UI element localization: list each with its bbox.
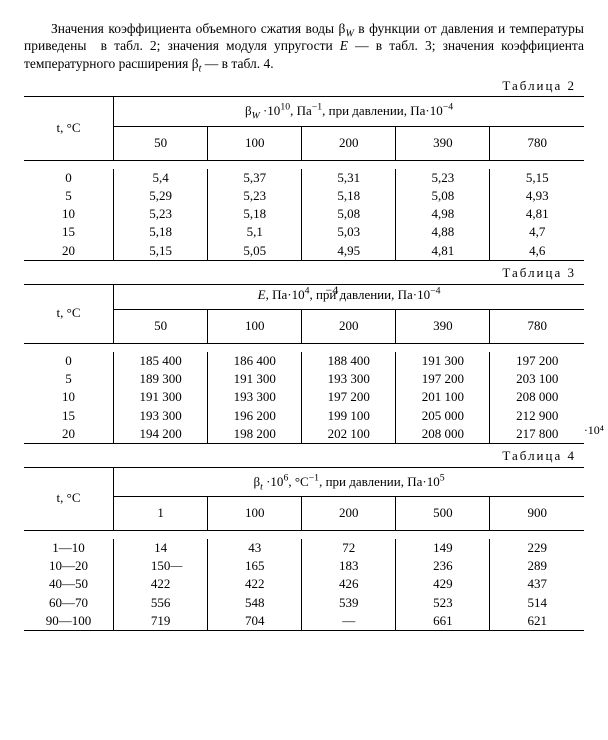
- table4-col-4: 900: [490, 497, 584, 531]
- table4-rowlabel: t, °C: [24, 467, 114, 530]
- table4-col-0: 1: [114, 497, 208, 531]
- table3: t, °C −4 E, Па·104, при давлении, Па·10−…: [24, 284, 584, 445]
- table-row: 0 5,4 5,37 5,31 5,23 5,15: [24, 169, 584, 187]
- table-row: 5 189 300 191 300 193 300 197 200 203 10…: [24, 370, 584, 388]
- table3-header: −4 E, Па·104, при давлении, Па·10−4: [114, 284, 584, 310]
- table2-caption: Таблица 2: [24, 78, 576, 95]
- table3-caption: Таблица 3: [24, 265, 576, 282]
- table-row: 10—20 150— 165 183 236 289: [24, 557, 584, 575]
- intro-paragraph: Значения коэффициента объемного сжатия в…: [24, 20, 584, 72]
- table-row: 60—70 556 548 539 523 514: [24, 594, 584, 612]
- table2-col-1: 100: [208, 127, 302, 161]
- table2-col-4: 780: [490, 127, 584, 161]
- table-row: 15 5,18 5,1 5,03 4,88 4,7: [24, 223, 584, 241]
- table4: t, °C βt ·106, °С−1, при давлении, Па·10…: [24, 467, 584, 632]
- table2-rowlabel: t, °C: [24, 97, 114, 160]
- table-row: 40—50 422 422 426 429 437: [24, 575, 584, 593]
- hand-annot: —: [170, 558, 182, 573]
- table3-col-4: 780: [490, 310, 584, 344]
- table4-col-3: 500: [396, 497, 490, 531]
- table2-header: βW ·1010, Па−1, при давлении, Па·10−4: [114, 97, 584, 127]
- table-row: 20 5,15 5,05 4,95 4,81 4,6: [24, 242, 584, 261]
- table4-caption: Таблица 4: [24, 448, 576, 465]
- table3-col-0: 50: [114, 310, 208, 344]
- table4-col-2: 200: [302, 497, 396, 531]
- table-row: 0 185 400 186 400 188 400 191 300 197 20…: [24, 352, 584, 370]
- table-row: 1—10 14 43 72 149 229: [24, 539, 584, 557]
- table-row: 10 5,23 5,18 5,08 4,98 4,81: [24, 205, 584, 223]
- table4-header: βt ·106, °С−1, при давлении, Па·105: [114, 467, 584, 497]
- table-row: 5 5,29 5,23 5,18 5,08 4,93: [24, 187, 584, 205]
- table2-col-3: 390: [396, 127, 490, 161]
- intro-text: Значения коэффициента объемного сжатия в…: [24, 21, 584, 71]
- table2-col-2: 200: [302, 127, 396, 161]
- table3-col-3: 390: [396, 310, 490, 344]
- hand-annot: −4: [326, 283, 339, 298]
- table3-col-2: 200: [302, 310, 396, 344]
- table-row: 90—100 719 704 — 661 621: [24, 612, 584, 631]
- table-row: 20 194 200 198 200 202 100 208 000 217 8…: [24, 425, 584, 444]
- hand-annot: ·10⁴: [584, 423, 604, 438]
- table-row: 10 191 300 193 300 197 200 201 100 208 0…: [24, 388, 584, 406]
- table2-col-0: 50: [114, 127, 208, 161]
- table-row: 15 193 300 196 200 199 100 205 000 212 9…: [24, 407, 584, 425]
- table3-col-1: 100: [208, 310, 302, 344]
- table2: t, °C βW ·1010, Па−1, при давлении, Па·1…: [24, 96, 584, 261]
- table4-col-1: 100: [208, 497, 302, 531]
- table3-rowlabel: t, °C: [24, 284, 114, 343]
